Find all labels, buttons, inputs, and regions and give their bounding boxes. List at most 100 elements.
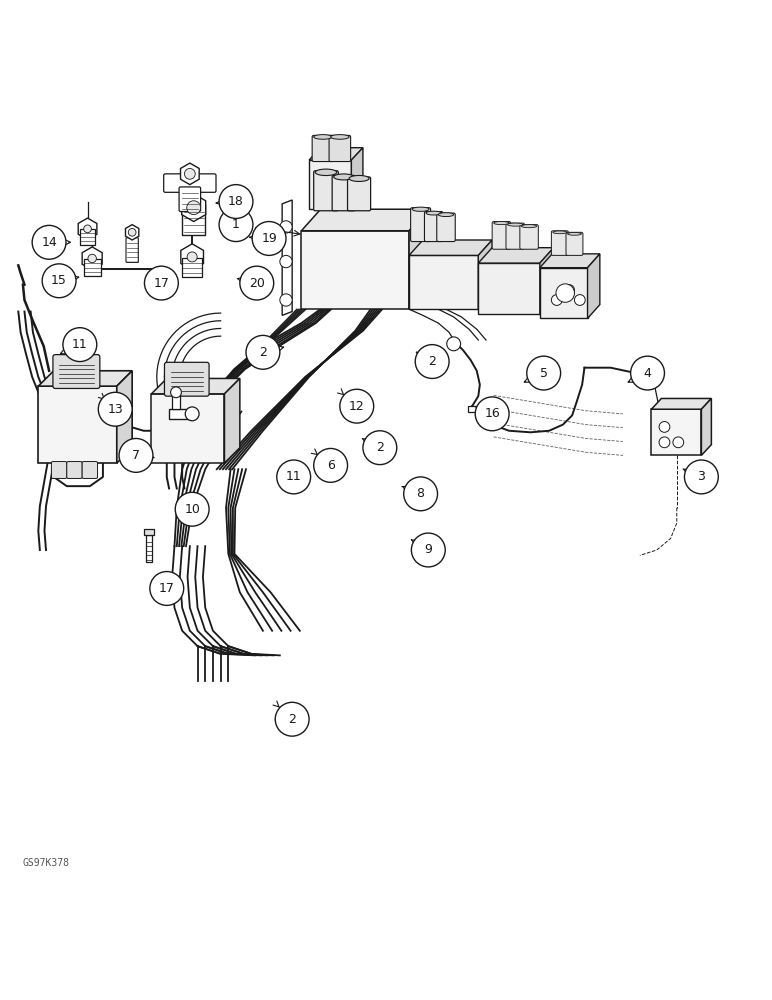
Circle shape xyxy=(219,208,253,242)
Circle shape xyxy=(564,285,574,295)
Ellipse shape xyxy=(553,231,567,234)
FancyBboxPatch shape xyxy=(493,222,510,249)
Text: 2: 2 xyxy=(376,441,384,454)
FancyBboxPatch shape xyxy=(411,208,431,242)
Polygon shape xyxy=(652,409,702,455)
Circle shape xyxy=(219,185,253,218)
Polygon shape xyxy=(479,240,493,309)
FancyBboxPatch shape xyxy=(332,175,355,211)
Text: 18: 18 xyxy=(228,195,244,208)
Circle shape xyxy=(83,225,91,233)
Polygon shape xyxy=(82,247,102,270)
Circle shape xyxy=(144,266,178,300)
Polygon shape xyxy=(301,231,409,309)
FancyBboxPatch shape xyxy=(126,238,138,262)
FancyBboxPatch shape xyxy=(566,232,583,255)
FancyBboxPatch shape xyxy=(313,171,338,211)
Text: 4: 4 xyxy=(644,367,652,380)
FancyBboxPatch shape xyxy=(164,174,216,192)
FancyBboxPatch shape xyxy=(329,135,350,162)
Polygon shape xyxy=(172,392,180,409)
Circle shape xyxy=(631,356,665,390)
FancyBboxPatch shape xyxy=(53,355,100,388)
Circle shape xyxy=(187,201,201,215)
Polygon shape xyxy=(181,194,205,222)
Polygon shape xyxy=(182,204,205,235)
Text: 15: 15 xyxy=(51,274,67,287)
Polygon shape xyxy=(301,209,428,231)
Text: 11: 11 xyxy=(286,470,302,483)
Circle shape xyxy=(32,225,66,259)
Circle shape xyxy=(252,222,286,255)
FancyBboxPatch shape xyxy=(551,231,568,255)
Circle shape xyxy=(279,255,292,268)
Bar xyxy=(182,258,202,277)
Text: 16: 16 xyxy=(484,407,500,420)
Circle shape xyxy=(527,356,560,390)
Circle shape xyxy=(340,389,374,423)
Text: 5: 5 xyxy=(540,367,547,380)
Ellipse shape xyxy=(438,213,454,217)
Ellipse shape xyxy=(493,222,509,225)
Polygon shape xyxy=(78,218,96,240)
Text: 13: 13 xyxy=(107,403,123,416)
Text: 3: 3 xyxy=(697,470,706,483)
Ellipse shape xyxy=(330,135,349,139)
Circle shape xyxy=(476,397,509,431)
Text: 19: 19 xyxy=(261,232,277,245)
Polygon shape xyxy=(479,263,540,314)
Polygon shape xyxy=(39,371,132,386)
Polygon shape xyxy=(409,209,428,309)
Circle shape xyxy=(415,345,449,378)
Circle shape xyxy=(276,702,309,736)
Circle shape xyxy=(42,264,76,298)
FancyBboxPatch shape xyxy=(425,212,443,242)
Circle shape xyxy=(185,168,195,179)
Text: 14: 14 xyxy=(41,236,57,249)
Circle shape xyxy=(673,437,684,448)
Polygon shape xyxy=(151,378,240,394)
Circle shape xyxy=(659,422,670,432)
Polygon shape xyxy=(479,248,554,263)
Text: 17: 17 xyxy=(154,277,169,290)
Ellipse shape xyxy=(426,211,442,215)
Circle shape xyxy=(279,294,292,306)
Text: 2: 2 xyxy=(259,346,267,359)
Circle shape xyxy=(119,438,153,472)
FancyBboxPatch shape xyxy=(312,135,334,162)
FancyBboxPatch shape xyxy=(164,362,209,396)
Circle shape xyxy=(187,252,197,262)
Polygon shape xyxy=(181,244,204,270)
Polygon shape xyxy=(169,409,192,419)
Circle shape xyxy=(279,221,292,233)
Polygon shape xyxy=(39,386,117,463)
Polygon shape xyxy=(309,148,363,160)
FancyBboxPatch shape xyxy=(506,223,524,249)
Ellipse shape xyxy=(315,169,337,176)
Polygon shape xyxy=(309,160,351,209)
Text: 20: 20 xyxy=(249,277,265,290)
FancyBboxPatch shape xyxy=(520,225,538,249)
Circle shape xyxy=(185,407,199,421)
Polygon shape xyxy=(151,394,225,463)
Text: 11: 11 xyxy=(72,338,88,351)
Polygon shape xyxy=(225,378,240,463)
Circle shape xyxy=(63,328,96,362)
Polygon shape xyxy=(282,200,292,315)
Ellipse shape xyxy=(313,135,332,139)
Circle shape xyxy=(411,533,445,567)
Circle shape xyxy=(363,431,397,465)
Text: 12: 12 xyxy=(349,400,364,413)
Circle shape xyxy=(404,477,438,511)
Circle shape xyxy=(659,437,670,448)
Ellipse shape xyxy=(349,175,369,181)
Circle shape xyxy=(88,254,96,263)
Circle shape xyxy=(551,295,562,305)
Polygon shape xyxy=(540,268,587,318)
Ellipse shape xyxy=(412,207,429,211)
Polygon shape xyxy=(540,248,554,314)
Bar xyxy=(83,259,100,276)
Text: 6: 6 xyxy=(327,459,334,472)
Polygon shape xyxy=(117,371,132,463)
Polygon shape xyxy=(652,398,711,409)
